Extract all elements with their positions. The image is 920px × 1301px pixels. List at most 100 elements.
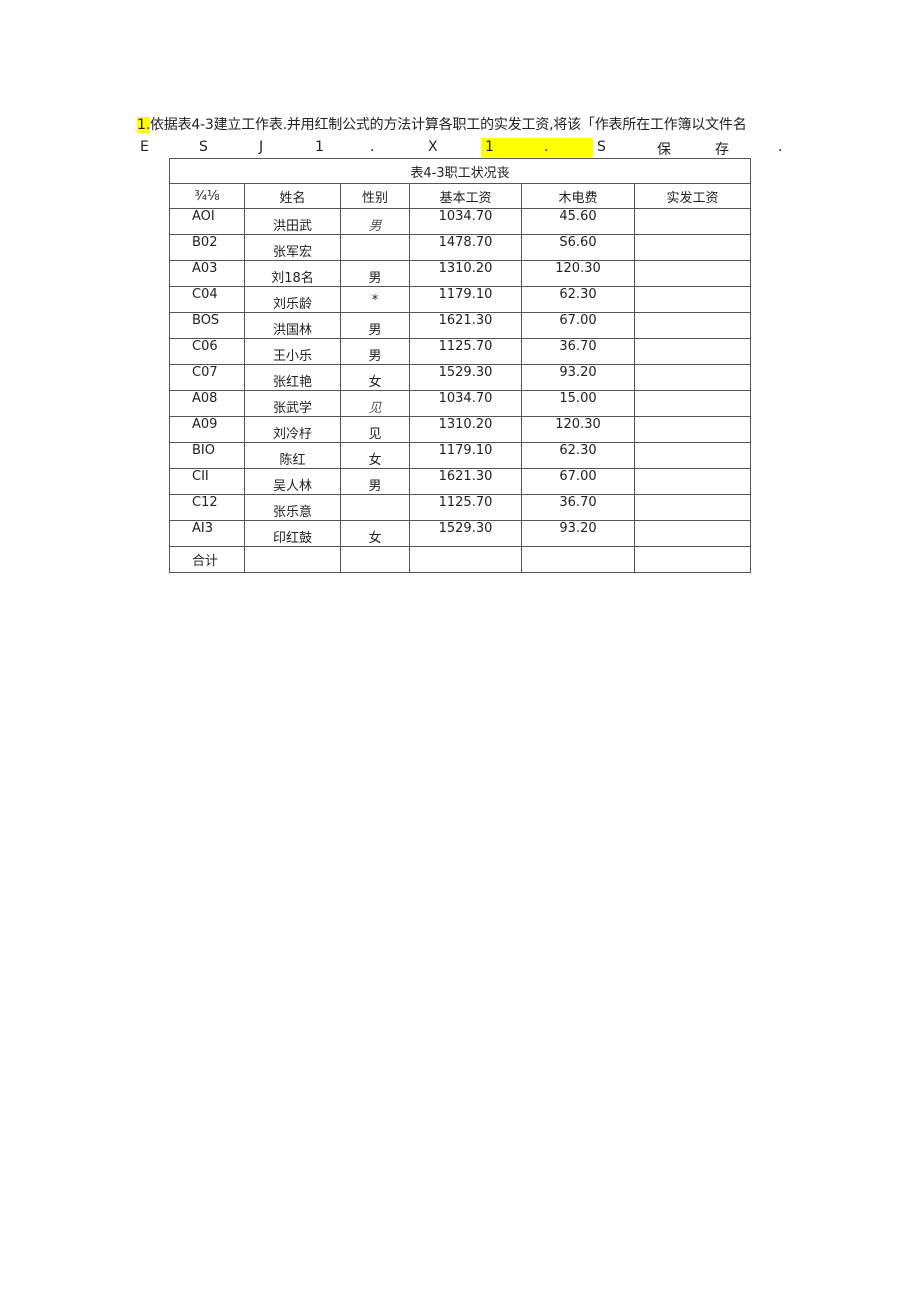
cell-id: BOS	[169, 312, 245, 339]
cell-text: 67.00	[559, 469, 597, 484]
cell-name	[244, 546, 341, 573]
total-row: 合计	[169, 546, 751, 573]
cell-text: 1034.70	[438, 391, 493, 406]
cell-utility-fee	[521, 546, 635, 573]
table-row: A08 张武学 见 1034.70 15.00	[169, 390, 751, 417]
header-id: ¾⅛	[169, 183, 245, 209]
cell-text: 62.30	[559, 287, 597, 302]
cell-text: BOS	[192, 313, 220, 328]
cell-text: 62.30	[559, 443, 597, 458]
cell-base-salary: 1034.70	[409, 208, 522, 235]
cell-text: B02	[192, 235, 218, 250]
cell-text: 洪国林	[272, 323, 312, 338]
cell-text: 1529.30	[438, 365, 493, 380]
cell-text: 陈红	[279, 453, 306, 468]
cell-text: 王小乐	[272, 349, 312, 364]
cell-net-salary	[634, 390, 751, 417]
cell-base-salary: 1125.70	[409, 338, 522, 365]
cell-name: 张乐意	[244, 494, 341, 521]
cell-base-salary	[409, 546, 522, 573]
cell-text: 洪田武	[272, 219, 312, 234]
cell-gender: 男	[340, 468, 410, 495]
cell-text: 男	[368, 219, 382, 234]
cell-base-salary: 1310.20	[409, 260, 522, 287]
cell-text: 1125.70	[438, 495, 493, 510]
cell-net-salary	[634, 338, 751, 365]
cell-text: A09	[192, 417, 218, 432]
instruction-char: 保	[657, 142, 671, 158]
cell-text: C12	[192, 495, 218, 510]
cell-text: 女	[368, 375, 382, 390]
header-net-salary: 实发工资	[634, 183, 751, 209]
cell-utility-fee: S6.60	[521, 234, 635, 261]
cell-utility-fee: 36.70	[521, 338, 635, 365]
cell-text: 张军宏	[272, 245, 312, 260]
cell-text: CII	[192, 469, 209, 484]
cell-net-salary	[634, 286, 751, 313]
cell-net-salary	[634, 208, 751, 235]
cell-text: *	[371, 293, 379, 308]
cell-net-salary	[634, 364, 751, 391]
instruction-char: S	[597, 139, 606, 155]
cell-gender: 女	[340, 520, 410, 547]
cell-text: C06	[192, 339, 218, 354]
cell-utility-fee: 120.30	[521, 416, 635, 443]
cell-text: 1310.20	[438, 261, 493, 276]
instruction-char: E	[140, 139, 149, 155]
table-row: C04 刘乐龄 * 1179.10 62.30	[169, 286, 751, 313]
cell-text: C07	[192, 365, 218, 380]
cell-text: 吴人林	[272, 479, 312, 494]
cell-id: C12	[169, 494, 245, 521]
cell-base-salary: 1179.10	[409, 286, 522, 313]
cell-text: S6.60	[559, 235, 597, 250]
cell-text: 见	[368, 401, 382, 416]
cell-text: 36.70	[559, 339, 597, 354]
employee-table: 表4-3职工状况丧 ¾⅛ 姓名 性别 基本工资 木电费 实发工资 AOI 洪田武男 1034.…	[169, 158, 751, 573]
cell-id: CII	[169, 468, 245, 495]
cell-utility-fee: 120.30	[521, 260, 635, 287]
cell-gender: 男	[340, 312, 410, 339]
cell-base-salary: 1179.10	[409, 442, 522, 469]
cell-id: A09	[169, 416, 245, 443]
cell-text: 刘18名	[271, 271, 314, 286]
cell-text: 15.00	[559, 391, 597, 406]
cell-name: 刘18名	[244, 260, 341, 287]
cell-text: 男	[368, 479, 382, 494]
cell-base-salary: 1621.30	[409, 468, 522, 495]
cell-utility-fee: 36.70	[521, 494, 635, 521]
table-row: CII 吴人林 男 1621.30 67.00	[169, 468, 751, 495]
cell-text: 120.30	[555, 261, 601, 276]
cell-gender	[340, 234, 410, 261]
cell-text: 1621.30	[438, 313, 493, 328]
instruction-char: .	[544, 139, 549, 155]
cell-name: 吴人林	[244, 468, 341, 495]
cell-net-salary	[634, 494, 751, 521]
cell-base-salary: 1034.70	[409, 390, 522, 417]
cell-utility-fee: 62.30	[521, 442, 635, 469]
table-title: 表4-3职工状况丧	[169, 158, 751, 184]
cell-id: A08	[169, 390, 245, 417]
cell-name: 刘冷杍	[244, 416, 341, 443]
cell-name: 陈红	[244, 442, 341, 469]
cell-id: BIO	[169, 442, 245, 469]
highlight-mark	[481, 138, 593, 157]
cell-text: A03	[192, 261, 218, 276]
cell-id: C06	[169, 338, 245, 365]
cell-id: A03	[169, 260, 245, 287]
cell-text: 45.60	[559, 209, 597, 224]
cell-id: AOI	[169, 208, 245, 235]
cell-text: 刘冷杍	[272, 427, 312, 442]
instruction-char: .	[370, 139, 375, 155]
cell-net-salary	[634, 416, 751, 443]
cell-text: 1478.70	[438, 235, 493, 250]
cell-gender: 女	[340, 442, 410, 469]
cell-utility-fee: 67.00	[521, 468, 635, 495]
cell-base-salary: 1478.70	[409, 234, 522, 261]
cell-base-salary: 1125.70	[409, 494, 522, 521]
cell-text: BIO	[192, 443, 215, 458]
table-row: BOS 洪国林 男 1621.30 67.00	[169, 312, 751, 339]
cell-utility-fee: 93.20	[521, 520, 635, 547]
instruction-char: 存	[715, 142, 729, 158]
table-row: A09 刘冷杍 见 1310.20 120.30	[169, 416, 751, 443]
